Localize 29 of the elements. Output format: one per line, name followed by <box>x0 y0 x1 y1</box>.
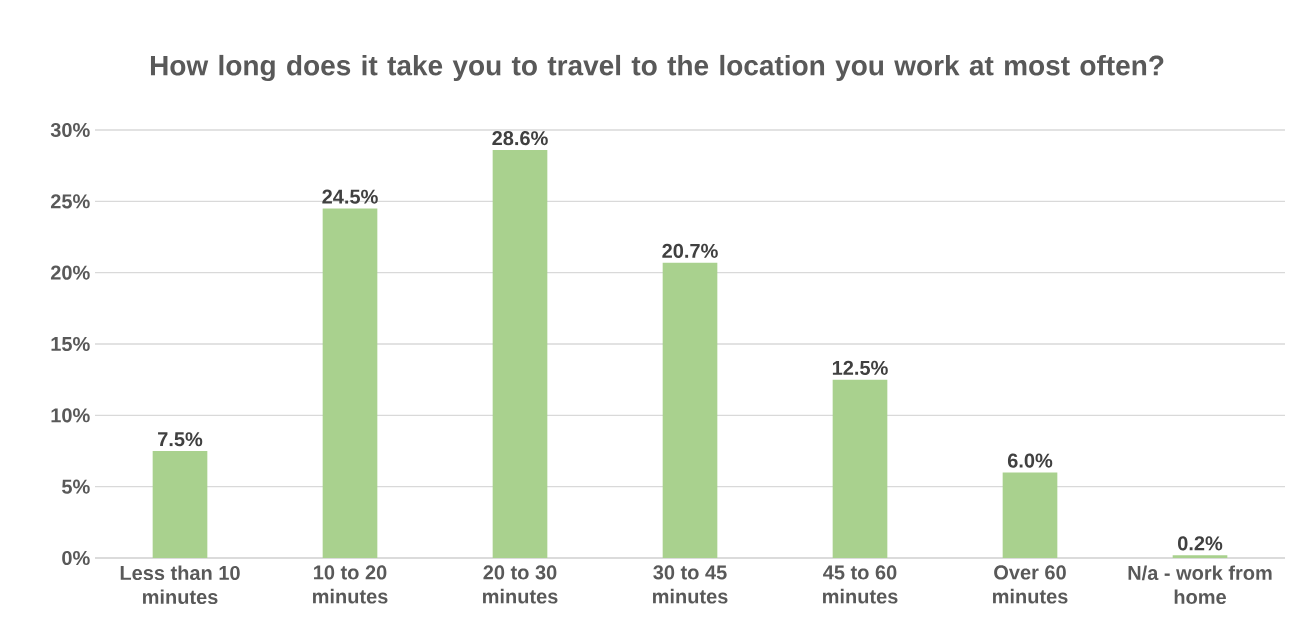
chart-title: How long does it take you to travel to the location you work at most often? <box>150 54 1164 82</box>
bar <box>832 379 888 558</box>
bar <box>1002 472 1058 558</box>
x-tick-label: N/a - work from home <box>1128 565 1272 605</box>
y-tick-label: 10% <box>51 408 90 423</box>
data-label: 7.5% <box>158 432 203 447</box>
y-tick-label: 25% <box>50 194 90 209</box>
bar <box>322 208 378 558</box>
y-tick-label: 5% <box>61 479 90 494</box>
y-tick-label: 0% <box>62 550 90 566</box>
y-tick-label: 30% <box>50 122 90 138</box>
x-tick-label: 20 to 30 minutes <box>482 565 558 604</box>
x-tick-label: Less than 10 minutes <box>120 565 240 605</box>
data-label: 0.2% <box>1178 536 1223 551</box>
bar <box>492 149 548 558</box>
data-label: 6.0% <box>1007 453 1053 468</box>
bar <box>662 262 718 558</box>
bar <box>152 451 208 558</box>
data-label: 24.5% <box>322 189 378 204</box>
data-label: 28.6% <box>492 131 548 146</box>
y-tick-label: 20% <box>50 265 90 280</box>
bar <box>1172 555 1228 558</box>
x-tick-label: 10 to 20 minutes <box>312 565 388 604</box>
x-tick-label: 30 to 45 minutes <box>652 565 728 604</box>
data-label: 12.5% <box>832 360 888 375</box>
x-tick-label: 45 to 60 minutes <box>822 565 898 604</box>
y-tick-label: 15% <box>51 336 90 352</box>
data-label: 20.7% <box>662 243 718 258</box>
x-tick-label: Over 60 minutes <box>992 565 1068 604</box>
